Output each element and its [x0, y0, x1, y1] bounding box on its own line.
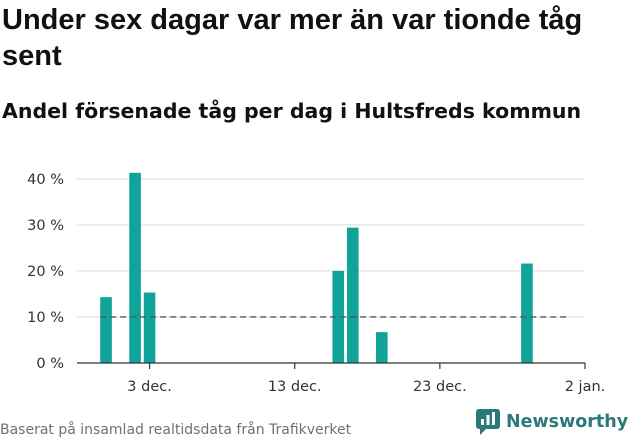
brand-name: Newsworthy — [506, 412, 629, 432]
bar — [129, 172, 141, 363]
bar — [332, 270, 345, 363]
y-tick-label: 0 % — [36, 356, 64, 372]
newsworthy-logo-icon — [476, 409, 500, 435]
y-tick-label: 40 % — [27, 172, 64, 188]
y-tick-label: 10 % — [27, 310, 64, 326]
x-tick-label: 2 jan. — [565, 379, 606, 395]
source-note: Baserat på insamlad realtidsdata från Tr… — [0, 422, 352, 438]
bar — [143, 292, 156, 363]
x-tick-label: 13 dec. — [268, 379, 322, 395]
newsworthy-logo: Newsworthy — [476, 408, 628, 436]
bar — [375, 332, 388, 363]
bar — [100, 297, 112, 363]
bar — [346, 227, 359, 363]
x-tick-label: 23 dec. — [413, 379, 467, 395]
y-tick-label: 30 % — [27, 218, 64, 234]
x-tick-label: 3 dec. — [127, 379, 172, 395]
chart-title: Under sex dagar var mer än var tionde tå… — [2, 4, 583, 72]
chart-subtitle: Andel försenade tåg per dag i Hultsfreds… — [2, 99, 582, 123]
bar — [521, 263, 533, 363]
y-tick-label: 20 % — [27, 264, 64, 280]
